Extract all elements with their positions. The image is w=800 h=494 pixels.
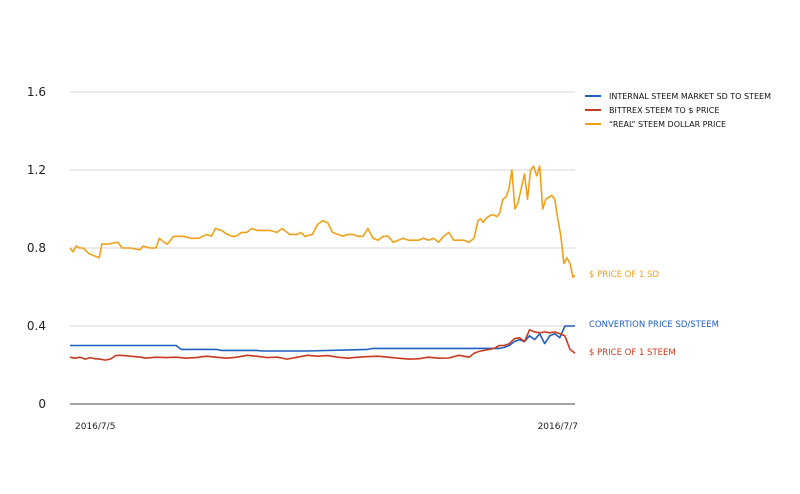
x-tick-label: 2016/7/7 [538, 422, 578, 432]
series-line-1 [69, 329, 576, 361]
series-lines [69, 165, 576, 361]
y-tick-label: 0.4 [27, 319, 46, 333]
y-tick-label: 0 [38, 397, 46, 411]
y-axis-ticks: 0 0.4 0.8 1.2 1.6 [27, 85, 46, 411]
legend-label: BITTREX STEEM TO $ PRICE [609, 106, 719, 115]
series-line-2 [69, 165, 576, 279]
line-annotations: CONVERTION PRICE SD/STEEM $ PRICE OF 1 ST… [589, 270, 719, 358]
gridlines [70, 91, 575, 405]
legend-label: INTERNAL STEEM MARKET SD TO STEEM [609, 92, 771, 101]
legend: INTERNAL STEEM MARKET SD TO STEEM BITTREX… [585, 92, 771, 129]
y-tick-label: 1.2 [27, 163, 46, 177]
legend-label: “REAL” STEEM DOLLAR PRICE [609, 120, 726, 129]
x-axis-ticks: 2016/7/5 2016/7/7 [75, 422, 578, 432]
series-annotation: $ PRICE OF 1 STEEM [589, 348, 676, 358]
y-tick-label: 0.8 [27, 241, 46, 255]
series-annotation: $ PRICE OF 1 SD [589, 270, 659, 280]
x-tick-label: 2016/7/5 [75, 422, 115, 432]
series-annotation: CONVERTION PRICE SD/STEEM [589, 320, 719, 330]
y-tick-label: 1.6 [27, 85, 46, 99]
series-line-0 [70, 325, 575, 352]
